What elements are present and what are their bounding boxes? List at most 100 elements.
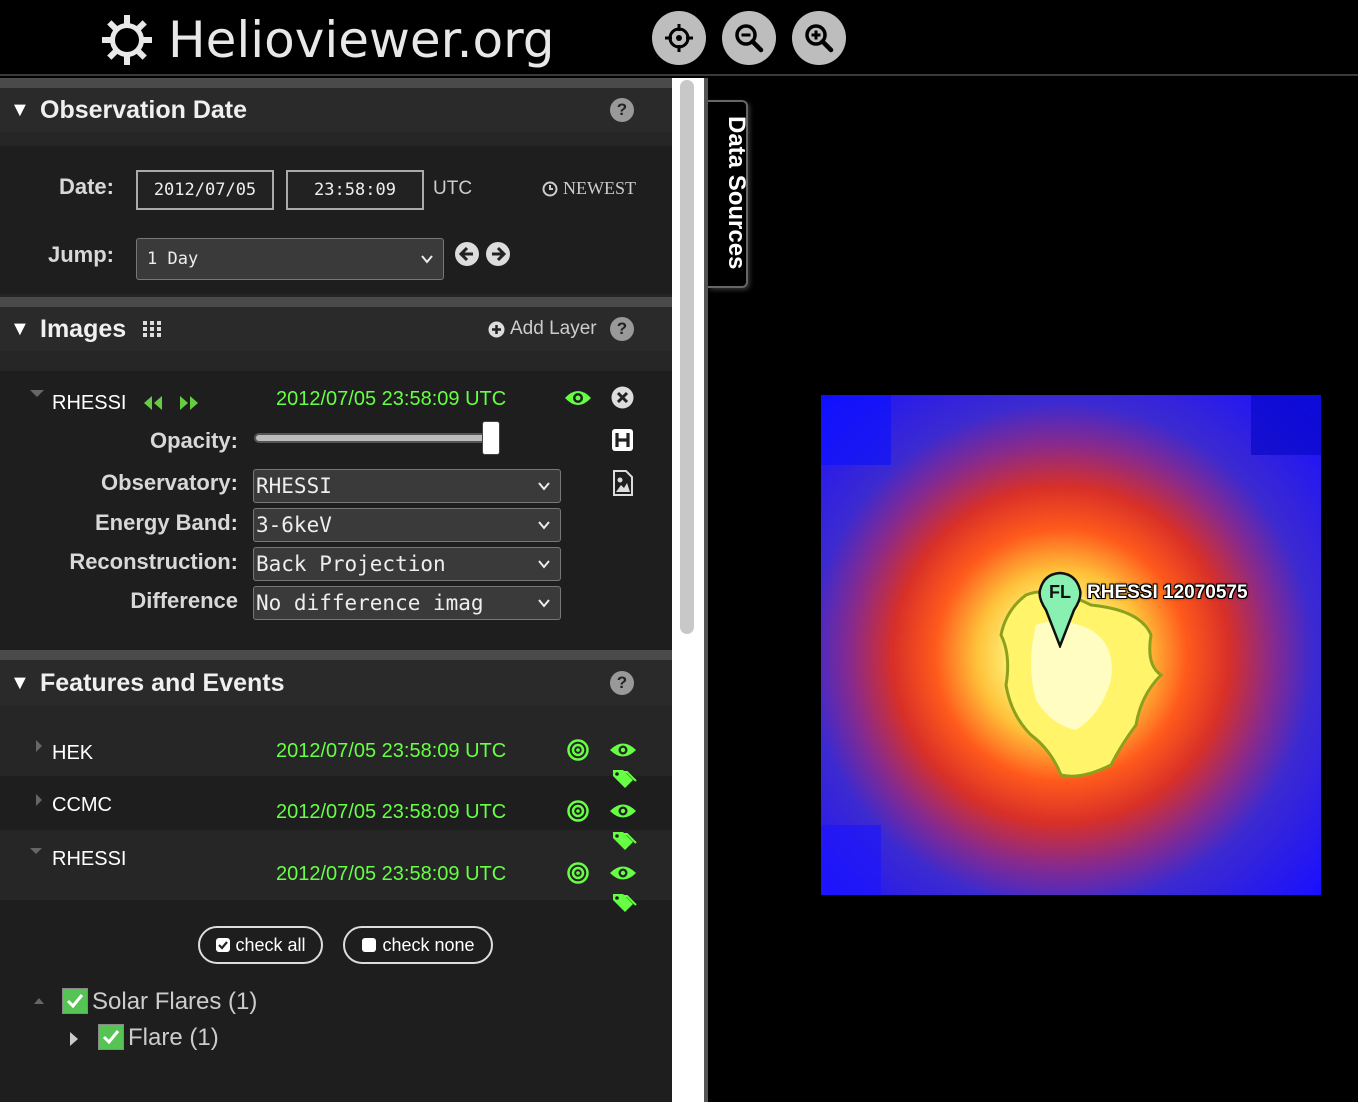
opacity-slider-handle[interactable] (482, 421, 500, 455)
section-separator (0, 297, 672, 307)
check-all-label: check all (235, 934, 306, 955)
newest-button[interactable]: NEWEST (542, 178, 636, 199)
date-label: Date: (58, 174, 114, 199)
layer-collapse-icon[interactable] (30, 390, 44, 397)
layer-name: RHESSI (52, 392, 127, 414)
checkbox-empty-icon (362, 938, 377, 952)
opacity-slider[interactable] (254, 421, 500, 455)
target-icon[interactable] (567, 739, 589, 761)
observation-date-header[interactable]: ▼ Observation Date ? (0, 88, 672, 132)
left-panel: ▼ Observation Date ? Date: 2012/07/05 23… (0, 78, 672, 1102)
collapse-triangle-icon[interactable]: ▼ (10, 98, 30, 121)
tree-expand-icon[interactable] (70, 1032, 78, 1046)
target-icon[interactable] (567, 862, 589, 884)
section-title: Features and Events (40, 668, 285, 697)
event-timestamp[interactable]: 2012/07/05 23:58:09 UTC (276, 740, 507, 762)
images-header[interactable]: ▼ Images Add Layer ? (0, 307, 672, 351)
zoom-out-button[interactable] (722, 11, 776, 65)
data-sources-tab[interactable]: Data Sources (708, 100, 750, 288)
grid-icon[interactable] (142, 320, 162, 338)
tree-collapse-icon[interactable] (34, 998, 44, 1004)
observatory-label: Observatory: (101, 470, 238, 495)
jump-forward-icon[interactable] (485, 241, 511, 267)
plus-circle-icon (488, 321, 505, 337)
tag-icon[interactable] (609, 892, 637, 916)
data-sources-label: Data Sources (723, 116, 750, 270)
center-viewport-button[interactable] (652, 11, 706, 65)
layer-timestamp[interactable]: 2012/07/05 23:58:09 UTC (276, 388, 507, 410)
tag-icon[interactable] (609, 830, 637, 854)
event-timestamp[interactable]: 2012/07/05 23:58:09 UTC (276, 801, 507, 823)
help-icon[interactable]: ? (610, 98, 634, 122)
tag-icon[interactable] (609, 768, 637, 792)
image-file-icon[interactable] (612, 469, 634, 497)
newest-label: NEWEST (563, 178, 636, 198)
difference-select[interactable]: No difference imag (253, 586, 561, 620)
opacity-label: Opacity: (149, 428, 238, 453)
event-marker-label[interactable]: RHESSI 12070575 (1087, 582, 1248, 603)
difference-label: Difference (130, 588, 238, 613)
add-layer-button[interactable]: Add Layer (488, 318, 597, 340)
step-forward-icon[interactable] (178, 394, 200, 412)
event-source-name: HEK (52, 742, 94, 764)
crosshair-icon (665, 24, 693, 52)
rhessi-solar-image[interactable] (821, 395, 1321, 895)
chevron-down-icon (536, 595, 552, 611)
expand-triangle-icon[interactable] (36, 740, 42, 752)
checkbox-checked-icon (216, 938, 231, 952)
visibility-eye-icon[interactable] (609, 741, 637, 759)
tree-node-solar-flares[interactable]: Solar Flares (1) (92, 988, 258, 1015)
chevron-down-icon (538, 521, 550, 530)
visibility-eye-icon[interactable] (564, 388, 592, 408)
chevron-down-icon (421, 255, 433, 264)
section-spacer (0, 351, 672, 371)
tree-area (0, 900, 672, 1102)
jump-select[interactable]: 1 Day (136, 238, 444, 280)
tree-node-flare[interactable]: Flare (1) (128, 1024, 219, 1051)
observatory-select[interactable]: RHESSI (253, 469, 561, 503)
section-title: Observation Date (40, 95, 248, 124)
reconstruction-select[interactable]: Back Projection (253, 547, 561, 581)
energy-band-label: Energy Band: (94, 510, 238, 535)
flare-checkbox[interactable] (98, 1024, 124, 1050)
time-input[interactable]: 23:58:09 (286, 170, 424, 210)
target-icon[interactable] (567, 800, 589, 822)
section-separator (0, 78, 672, 88)
help-icon[interactable]: ? (610, 317, 634, 341)
features-events-header[interactable]: ▼ Features and Events ? (0, 660, 672, 706)
add-layer-label: Add Layer (510, 318, 597, 339)
checkmark-icon (66, 994, 84, 1009)
jump-back-icon[interactable] (454, 241, 480, 267)
timezone-label: UTC (433, 178, 473, 199)
event-timestamp[interactable]: 2012/07/05 23:58:09 UTC (276, 863, 507, 885)
logo[interactable]: Helioviewer.org (100, 10, 555, 70)
date-input[interactable]: 2012/07/05 (136, 170, 274, 210)
section-separator (0, 650, 672, 660)
solar-flares-checkbox[interactable] (62, 988, 88, 1014)
jump-label: Jump: (48, 242, 114, 267)
event-source-name: CCMC (52, 794, 112, 816)
logo-text: Helioviewer.org (168, 11, 555, 69)
visibility-eye-icon[interactable] (609, 802, 637, 820)
expand-triangle-icon[interactable] (36, 794, 42, 806)
event-row-rhessi: RHESSI 2012/07/05 23:58:09 UTC (0, 830, 672, 900)
panel-divider[interactable] (704, 78, 708, 1102)
check-none-button[interactable]: check none (343, 926, 493, 964)
event-row-ccmc: CCMC 2012/07/05 23:58:09 UTC (0, 776, 672, 830)
remove-layer-icon[interactable] (611, 386, 634, 409)
collapse-triangle-icon[interactable]: ▼ (10, 671, 30, 694)
clock-icon (542, 181, 558, 196)
collapse-triangle-icon[interactable]: ▼ (10, 317, 30, 340)
energy-band-select[interactable]: 3-6keV (253, 508, 561, 542)
visibility-eye-icon[interactable] (609, 864, 637, 882)
observatory-select-value: RHESSI (256, 474, 332, 498)
collapse-triangle-icon[interactable] (30, 848, 42, 854)
check-all-button[interactable]: check all (198, 926, 323, 964)
event-marker-pin-icon[interactable]: FL (1036, 570, 1084, 648)
step-back-icon[interactable] (142, 394, 164, 412)
scrollbar-thumb[interactable] (680, 80, 694, 634)
zoom-in-icon (805, 24, 834, 53)
header-info-icon[interactable] (611, 428, 634, 452)
help-icon[interactable]: ? (610, 671, 634, 695)
zoom-in-button[interactable] (792, 11, 846, 65)
